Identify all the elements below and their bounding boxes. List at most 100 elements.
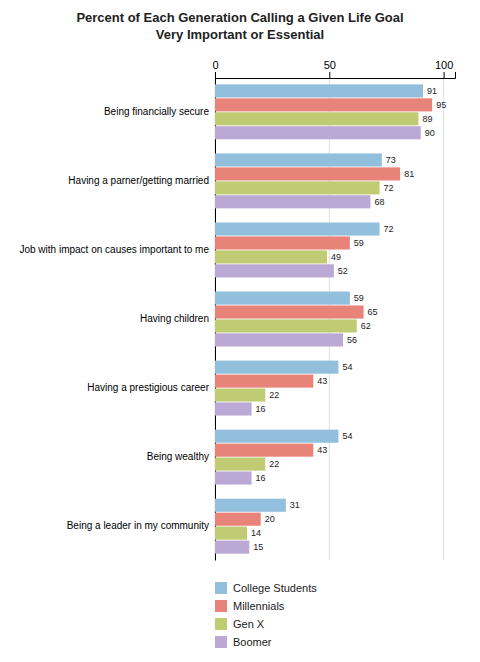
bar [215,264,334,277]
y-tick-label: Having a parner/getting married [68,175,209,186]
y-tick: Being financially secure [104,106,215,117]
bar [215,513,261,526]
legend-label: Boomer [233,636,272,648]
data-label: 54 [342,362,352,372]
y-tick-label: Being wealthy [147,451,209,462]
x-tick: 100 [435,59,453,78]
data-label: 73 [386,155,396,165]
grid-line [329,78,330,560]
grid-line [215,78,216,560]
bar [215,236,350,249]
legend-swatch [215,636,227,648]
data-label: 52 [338,266,348,276]
bar [215,319,357,332]
data-label: 49 [331,252,341,262]
chart-title-line: Percent of Each Generation Calling a Giv… [76,10,403,25]
data-label: 95 [436,100,446,110]
legend-swatch [215,582,227,594]
plot-area: 0 50 100 Being financially secure Having a p… [19,59,455,561]
x-tick-mark [329,72,330,78]
bar [215,112,418,125]
x-tick: 50 [324,59,336,78]
bar [215,388,265,401]
chart-container: Percent of Each Generation Calling a Giv… [0,0,480,662]
bar [215,444,313,457]
data-label: 54 [342,431,352,441]
bar [215,541,249,554]
bar [215,361,338,374]
y-tick-label: Being a leader in my community [67,520,209,531]
x-tick-label: 0 [212,59,218,71]
x-tick-mark [215,72,216,78]
data-label: 65 [368,307,378,317]
x-tick-label: 50 [324,59,336,71]
data-label: 43 [317,445,327,455]
data-label: 81 [404,169,414,179]
bar [215,333,343,346]
legend-item: Boomer [215,636,272,648]
bar [215,305,364,318]
legend-swatch [215,618,227,630]
data-label: 68 [374,197,384,207]
x-axis: 0 50 100 [212,59,455,79]
bar [215,84,423,97]
data-label: 22 [269,390,279,400]
legend-swatch [215,600,227,612]
bars [215,84,432,553]
data-label: 72 [384,183,394,193]
legend-item: Gen X [215,618,265,630]
data-label: 16 [256,473,266,483]
bar [215,222,380,235]
chart-svg: Percent of Each Generation Calling a Giv… [0,0,480,662]
data-label: 15 [253,542,263,552]
y-tick-label: Being financially secure [104,106,209,117]
bar [215,98,432,111]
y-tick: Having children [140,313,215,324]
bar [215,126,421,139]
grid-line [443,78,444,560]
legend-label: Millennials [233,600,285,612]
y-tick-label: Job with impact on causes important to m… [19,244,209,255]
bar [215,499,286,512]
data-label: 72 [384,224,394,234]
data-label: 59 [354,293,364,303]
legend-label: Gen X [233,618,265,630]
bar [215,195,370,208]
x-axis-line [216,72,456,79]
data-label: 20 [265,514,275,524]
data-label: 62 [361,321,371,331]
data-label: 91 [427,86,437,96]
data-label: 16 [256,404,266,414]
x-tick: 0 [212,59,218,78]
data-label: 89 [422,114,432,124]
chart-title: Percent of Each Generation Calling a Giv… [76,10,403,42]
bar [215,458,265,471]
y-tick: Being wealthy [147,451,215,462]
bar [215,471,252,484]
legend-item: College Students [215,582,317,594]
legend: College Students Millennials Gen X Boomer [215,582,317,648]
data-label: 31 [290,500,300,510]
bar [215,292,350,305]
y-tick: Having a parner/getting married [68,175,215,186]
y-axis: Being financially secure Having a parner/… [19,79,215,561]
bar [215,430,338,443]
x-tick-mark [444,72,445,78]
data-label: 59 [354,238,364,248]
y-tick: Having a prestigious career [87,382,215,393]
bar [215,402,252,415]
bar [215,375,313,388]
bar [215,167,400,180]
data-label: 43 [317,376,327,386]
data-label: 14 [251,528,261,538]
data-label: 56 [347,335,357,345]
legend-label: College Students [233,582,317,594]
bar [215,250,327,263]
x-tick-label: 100 [435,59,453,71]
bar [215,527,247,540]
chart-title-line: Very Important or Essential [156,27,324,42]
data-label: 90 [425,128,435,138]
grid [215,78,444,560]
y-tick-label: Having children [140,313,209,324]
bar [215,181,380,194]
